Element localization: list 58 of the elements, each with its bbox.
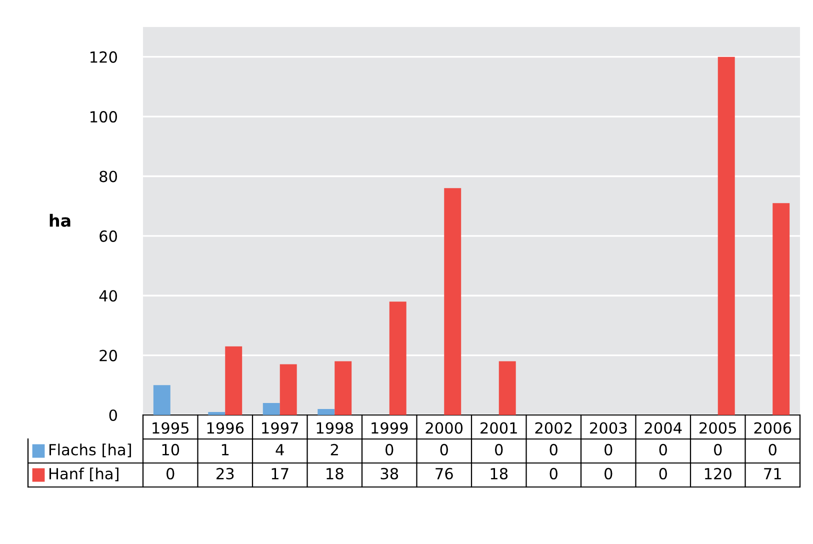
- y-axis-title: ha: [50, 214, 70, 227]
- legend-label: Hanf [ha]: [50, 468, 118, 482]
- y-tick-label: 0: [109, 409, 117, 422]
- data-label: 0: [386, 444, 394, 456]
- data-label: 76: [436, 468, 453, 480]
- data-label: 18: [326, 468, 344, 480]
- bar: [772, 203, 790, 415]
- y-tick-label: 100: [90, 111, 117, 123]
- bar: [444, 188, 462, 415]
- x-tick-label: 1996: [207, 422, 244, 434]
- data-label: 0: [659, 468, 667, 480]
- x-tick-label: 1995: [152, 422, 188, 434]
- bar: [718, 56, 735, 415]
- data-label: 0: [714, 444, 722, 456]
- data-label: 38: [380, 468, 398, 480]
- data-label: 0: [550, 444, 558, 456]
- y-tick-label: 20: [100, 350, 117, 362]
- data-label: 71: [764, 468, 781, 480]
- bar: [334, 361, 352, 415]
- y-tick-label: 60: [100, 230, 117, 242]
- data-label: 17: [272, 468, 288, 480]
- bar: [389, 302, 406, 415]
- x-tick-label: 1998: [316, 422, 354, 434]
- bar: [262, 403, 280, 415]
- data-label: 1: [222, 444, 229, 456]
- data-label: 2: [330, 444, 338, 456]
- x-tick-label: 2005: [700, 422, 736, 434]
- data-label: 0: [659, 444, 667, 456]
- y-tick-label: 40: [99, 290, 117, 302]
- data-label: 0: [604, 444, 612, 456]
- y-tick-label: 120: [90, 51, 117, 63]
- bar: [318, 409, 335, 415]
- bar: [208, 412, 226, 415]
- data-label: 0: [166, 468, 174, 480]
- bar: [280, 364, 297, 415]
- y-tick-label: 80: [100, 170, 117, 182]
- bar: [498, 361, 516, 415]
- bar: [225, 346, 242, 415]
- data-label: 0: [440, 444, 448, 456]
- x-tick-label: 1999: [372, 422, 408, 434]
- data-label: 10: [162, 444, 180, 456]
- data-label: 0: [768, 444, 776, 456]
- x-tick-label: 2006: [754, 422, 792, 434]
- x-tick-label: 2000: [426, 422, 463, 434]
- x-tick-label: 1997: [262, 422, 298, 434]
- legend-label: Flachs [ha]: [50, 444, 131, 458]
- data-label: 0: [550, 468, 558, 480]
- x-tick-label: 2001: [480, 422, 517, 434]
- x-tick-label: 2004: [644, 422, 682, 434]
- data-label: 0: [495, 444, 503, 456]
- x-tick-label: 2002: [535, 422, 572, 434]
- x-tick-label: 2003: [590, 422, 627, 434]
- data-label: 0: [604, 468, 612, 480]
- data-label: 4: [276, 444, 284, 456]
- bar: [153, 385, 170, 415]
- data-label: 18: [490, 468, 508, 480]
- data-label: 23: [216, 468, 234, 480]
- data-label: 120: [704, 468, 732, 480]
